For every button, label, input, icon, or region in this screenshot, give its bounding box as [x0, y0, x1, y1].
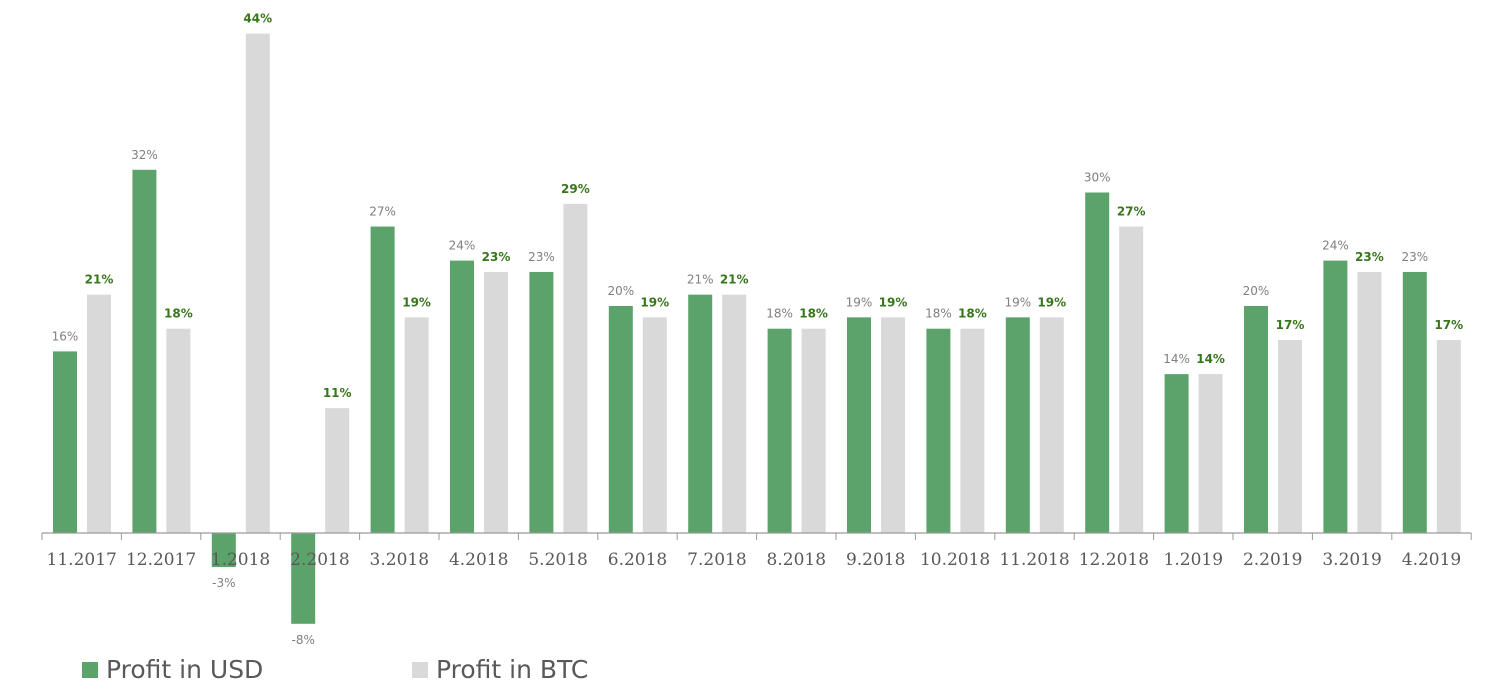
data-label-usd: 32%	[131, 148, 158, 162]
x-tick-label: 11.2017	[47, 550, 117, 570]
bar-btc	[563, 203, 588, 533]
x-tick-label: 2.2018	[290, 550, 349, 570]
data-label-btc: 18%	[958, 307, 987, 321]
data-label-btc: 21%	[720, 273, 749, 287]
bar-btc	[642, 317, 667, 533]
bar-usd	[291, 533, 316, 624]
x-tick-label: 8.2018	[767, 550, 826, 570]
data-label-usd: 24%	[449, 239, 476, 253]
legend-label-btc: Profit in BTC	[436, 655, 589, 684]
bar-btc	[722, 294, 747, 533]
x-tick-label: 3.2019	[1322, 550, 1381, 570]
legend-swatch-usd	[82, 661, 98, 678]
x-tick-label: 9.2018	[846, 550, 905, 570]
bar-btc	[245, 33, 270, 533]
bar-usd	[608, 306, 633, 533]
data-label-usd: 23%	[528, 250, 555, 264]
x-tick-label: 4.2019	[1402, 550, 1461, 570]
bar-usd	[1085, 192, 1110, 533]
data-label-usd: 30%	[1084, 171, 1111, 185]
data-label-btc: 19%	[879, 295, 908, 309]
data-label-btc: 23%	[1355, 250, 1384, 264]
data-label-btc: 23%	[482, 250, 511, 264]
bar-usd	[767, 328, 792, 533]
bar-btc	[1198, 374, 1223, 533]
data-label-usd: 20%	[1243, 284, 1270, 298]
bar-usd	[450, 260, 474, 533]
data-label-btc: 21%	[85, 273, 114, 287]
x-tick-label: 6.2018	[608, 550, 667, 570]
data-label-usd: 20%	[607, 284, 634, 298]
bar-usd	[688, 294, 713, 533]
bar-usd	[847, 317, 871, 533]
bar-usd	[1005, 317, 1030, 533]
bar-btc	[325, 408, 350, 533]
data-label-btc: 44%	[243, 12, 272, 26]
legend-swatch-btc	[412, 661, 428, 678]
data-label-usd: 21%	[687, 273, 714, 287]
bar-btc	[404, 317, 429, 533]
data-label-btc: 19%	[402, 295, 431, 309]
x-tick-label: 2.2019	[1243, 550, 1302, 570]
bar-btc	[1119, 226, 1144, 534]
x-tick-label: 11.2018	[999, 550, 1069, 570]
bar-btc	[1039, 317, 1064, 533]
data-label-usd: 27%	[369, 205, 396, 219]
data-label-usd: 23%	[1401, 250, 1428, 264]
bar-usd	[1402, 271, 1427, 533]
bar-usd	[211, 533, 236, 568]
bar-usd	[1244, 306, 1268, 533]
data-label-btc: 17%	[1276, 318, 1305, 332]
data-label-btc: 29%	[561, 182, 590, 196]
bar-btc	[801, 328, 826, 533]
x-tick-label: 12.2017	[126, 550, 196, 570]
x-tick-label: 3.2018	[370, 550, 429, 570]
data-label-btc: 18%	[799, 307, 828, 321]
data-label-usd: 19%	[846, 295, 873, 309]
data-label-usd: 16%	[52, 329, 79, 343]
bar-btc	[484, 271, 508, 533]
bar-usd	[926, 328, 951, 533]
legend-label-usd: Profit in USD	[106, 655, 264, 684]
data-label-btc: 11%	[323, 386, 352, 400]
x-tick-label: 1.2019	[1164, 550, 1223, 570]
bar-btc	[960, 328, 985, 533]
data-label-btc: 14%	[1196, 352, 1225, 366]
data-label-btc: 17%	[1434, 318, 1463, 332]
x-tick-label: 1.2018	[211, 550, 270, 570]
data-label-btc: 27%	[1117, 205, 1146, 219]
bar-btc	[881, 317, 905, 533]
x-tick-label: 7.2018	[687, 550, 746, 570]
bar-usd	[1164, 374, 1189, 533]
data-label-btc: 19%	[640, 295, 669, 309]
data-label-usd: 18%	[766, 307, 793, 321]
bar-btc	[166, 328, 191, 533]
legend-item-usd: Profit in USD	[82, 655, 263, 684]
data-label-btc: 18%	[164, 307, 193, 321]
bar-btc	[87, 294, 111, 533]
data-label-usd: 18%	[925, 307, 952, 321]
bar-usd	[53, 351, 77, 533]
x-tick-label: 10.2018	[920, 550, 990, 570]
data-label-usd: 14%	[1163, 352, 1190, 366]
bar-usd	[529, 271, 554, 533]
x-tick-label: 12.2018	[1079, 550, 1149, 570]
bar-chart: 16% 21% 32% 18% -3% 44% -8% 11% 27% 19% 24% 23% 23% 2…	[41, 12, 1472, 647]
data-label-usd: 24%	[1322, 239, 1349, 253]
data-label-usd: 19%	[1004, 295, 1031, 309]
data-label-btc: 19%	[1037, 295, 1066, 309]
legend: Profit in USD Profit in BTC	[0, 655, 1504, 691]
bar-usd	[1323, 260, 1348, 533]
bar-usd	[370, 226, 395, 534]
data-label-usd: -8%	[292, 633, 315, 647]
bar-usd	[132, 169, 157, 534]
x-tick-label: 4.2018	[449, 550, 508, 570]
data-label-usd: -3%	[212, 576, 235, 590]
legend-item-btc: Profit in BTC	[412, 655, 588, 684]
bar-btc	[1357, 271, 1382, 533]
bar-btc	[1278, 340, 1302, 533]
bar-btc	[1436, 340, 1461, 533]
x-tick-label: 5.2018	[528, 550, 587, 570]
